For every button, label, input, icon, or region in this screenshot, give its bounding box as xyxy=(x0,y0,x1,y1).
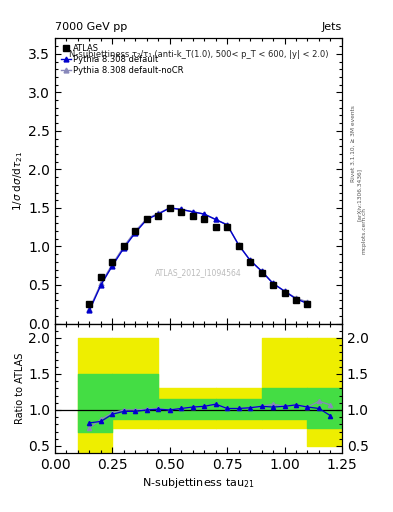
Pythia 8.308 default xyxy=(179,206,184,212)
Pythia 8.308 default xyxy=(259,268,264,274)
Pythia 8.308 default-noCR xyxy=(133,228,138,234)
ATLAS xyxy=(87,301,92,307)
Pythia 8.308 default xyxy=(282,288,287,294)
Text: [arXiv:1306.3436]: [arXiv:1306.3436] xyxy=(357,168,362,221)
Line: Pythia 8.308 default-noCR: Pythia 8.308 default-noCR xyxy=(87,205,310,311)
Text: Rivet 3.1.10, ≥ 3M events: Rivet 3.1.10, ≥ 3M events xyxy=(351,105,356,182)
Pythia 8.308 default xyxy=(271,281,275,287)
ATLAS xyxy=(305,301,310,307)
Line: Pythia 8.308 default: Pythia 8.308 default xyxy=(87,205,310,313)
ATLAS xyxy=(145,217,149,223)
ATLAS xyxy=(225,224,230,230)
Pythia 8.308 default-noCR xyxy=(248,257,252,263)
Pythia 8.308 default-noCR xyxy=(271,281,275,287)
ATLAS xyxy=(156,212,161,219)
Pythia 8.308 default-noCR xyxy=(156,210,161,217)
Pythia 8.308 default xyxy=(87,307,92,313)
Pythia 8.308 default-noCR xyxy=(236,242,241,248)
Text: ATLAS_2012_I1094564: ATLAS_2012_I1094564 xyxy=(155,268,242,276)
ATLAS xyxy=(179,209,184,215)
ATLAS xyxy=(167,205,172,211)
Legend: ATLAS, Pythia 8.308 default, Pythia 8.308 default-noCR: ATLAS, Pythia 8.308 default, Pythia 8.30… xyxy=(59,42,185,76)
Pythia 8.308 default-noCR xyxy=(145,216,149,222)
Pythia 8.308 default xyxy=(145,217,149,223)
Pythia 8.308 default-noCR xyxy=(305,299,310,305)
Y-axis label: Ratio to ATLAS: Ratio to ATLAS xyxy=(15,353,26,424)
Text: Jets: Jets xyxy=(321,22,342,32)
Pythia 8.308 default-noCR xyxy=(202,211,207,217)
Pythia 8.308 default xyxy=(190,209,195,215)
ATLAS xyxy=(294,297,298,304)
ATLAS xyxy=(282,290,287,296)
ATLAS xyxy=(121,243,126,249)
Pythia 8.308 default xyxy=(99,282,103,288)
Pythia 8.308 default-noCR xyxy=(179,206,184,212)
ATLAS xyxy=(213,224,218,230)
Pythia 8.308 default xyxy=(156,211,161,217)
ATLAS xyxy=(271,282,275,288)
ATLAS xyxy=(259,270,264,276)
ATLAS xyxy=(133,228,138,234)
Pythia 8.308 default xyxy=(248,257,252,263)
ATLAS xyxy=(99,274,103,281)
Pythia 8.308 default xyxy=(167,205,172,211)
Pythia 8.308 default xyxy=(294,296,298,302)
Pythia 8.308 default-noCR xyxy=(282,288,287,294)
Pythia 8.308 default-noCR xyxy=(213,217,218,223)
Pythia 8.308 default-noCR xyxy=(87,306,92,312)
X-axis label: N-subjettiness tau$_{21}$: N-subjettiness tau$_{21}$ xyxy=(142,476,255,490)
Pythia 8.308 default xyxy=(202,211,207,217)
Pythia 8.308 default xyxy=(225,222,230,228)
Pythia 8.308 default xyxy=(133,229,138,236)
Pythia 8.308 default-noCR xyxy=(167,205,172,211)
Pythia 8.308 default xyxy=(305,301,310,307)
Pythia 8.308 default xyxy=(213,217,218,223)
ATLAS xyxy=(248,259,252,265)
ATLAS xyxy=(236,243,241,249)
Text: N-subjettiness τ₂/τ₁ (anti-k_T(1.0), 500< p_T < 600, |y| < 2.0): N-subjettiness τ₂/τ₁ (anti-k_T(1.0), 500… xyxy=(69,50,328,59)
Pythia 8.308 default-noCR xyxy=(225,222,230,228)
Text: 7000 GeV pp: 7000 GeV pp xyxy=(55,22,127,32)
Pythia 8.308 default-noCR xyxy=(259,268,264,274)
Pythia 8.308 default-noCR xyxy=(99,281,103,287)
ATLAS xyxy=(110,259,115,265)
Pythia 8.308 default-noCR xyxy=(121,243,126,249)
Text: mcplots.cern.ch: mcplots.cern.ch xyxy=(362,207,367,254)
Y-axis label: 1/$\sigma$ d$\sigma$/d$\tau_{21}$: 1/$\sigma$ d$\sigma$/d$\tau_{21}$ xyxy=(11,151,26,211)
Pythia 8.308 default-noCR xyxy=(110,261,115,267)
Pythia 8.308 default-noCR xyxy=(294,295,298,301)
ATLAS xyxy=(202,217,207,223)
ATLAS xyxy=(190,212,195,219)
Pythia 8.308 default xyxy=(121,245,126,251)
Line: ATLAS: ATLAS xyxy=(86,205,310,307)
Pythia 8.308 default xyxy=(236,242,241,248)
Pythia 8.308 default-noCR xyxy=(190,209,195,215)
Pythia 8.308 default xyxy=(110,263,115,269)
